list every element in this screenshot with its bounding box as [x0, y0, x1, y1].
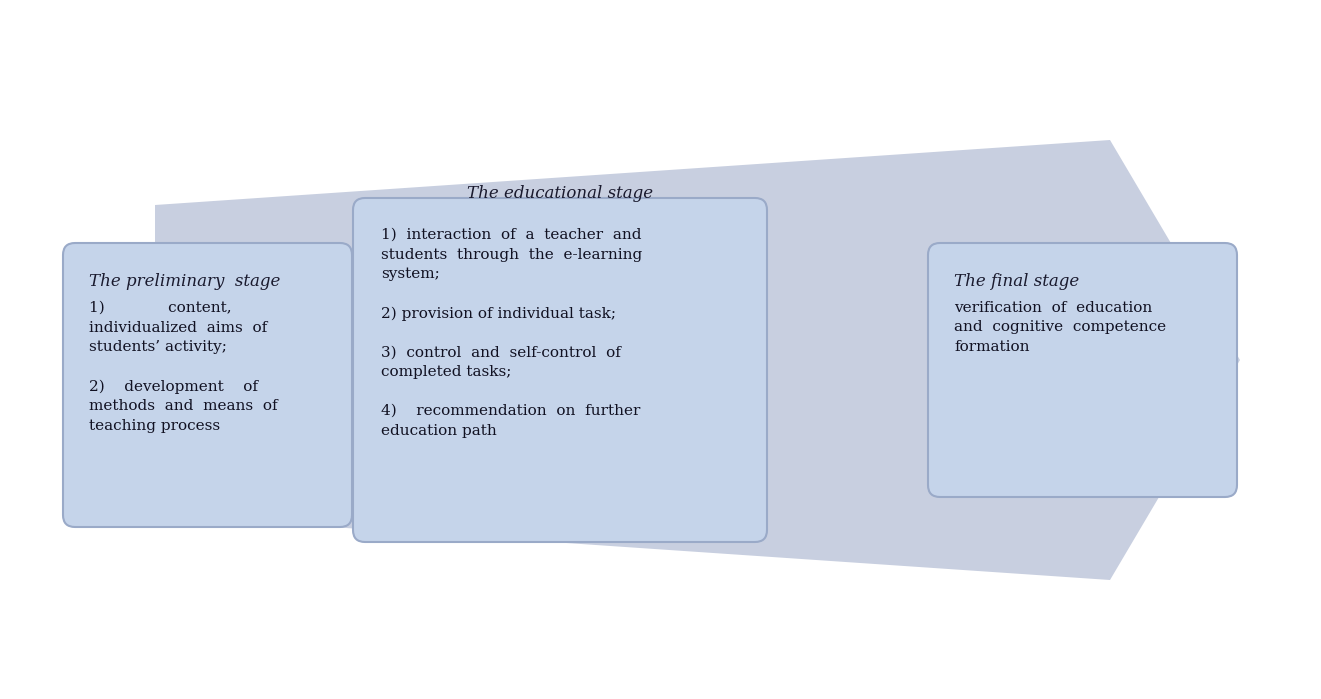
Text: The preliminary  stage: The preliminary stage	[89, 273, 280, 290]
Text: verification  of  education
and  cognitive  competence
formation: verification of education and cognitive …	[954, 301, 1166, 354]
Text: 1)  interaction  of  a  teacher  and
students  through  the  e-learning
system;
: 1) interaction of a teacher and students…	[380, 228, 642, 438]
FancyBboxPatch shape	[63, 243, 351, 527]
FancyBboxPatch shape	[927, 243, 1236, 497]
FancyBboxPatch shape	[353, 198, 768, 542]
Text: The educational stage: The educational stage	[466, 185, 653, 202]
Text: 1)             content,
individualized  aims  of
students’ activity;

2)    deve: 1) content, individualized aims of stude…	[89, 301, 277, 433]
Text: The final stage: The final stage	[954, 273, 1079, 290]
Polygon shape	[155, 140, 1240, 580]
